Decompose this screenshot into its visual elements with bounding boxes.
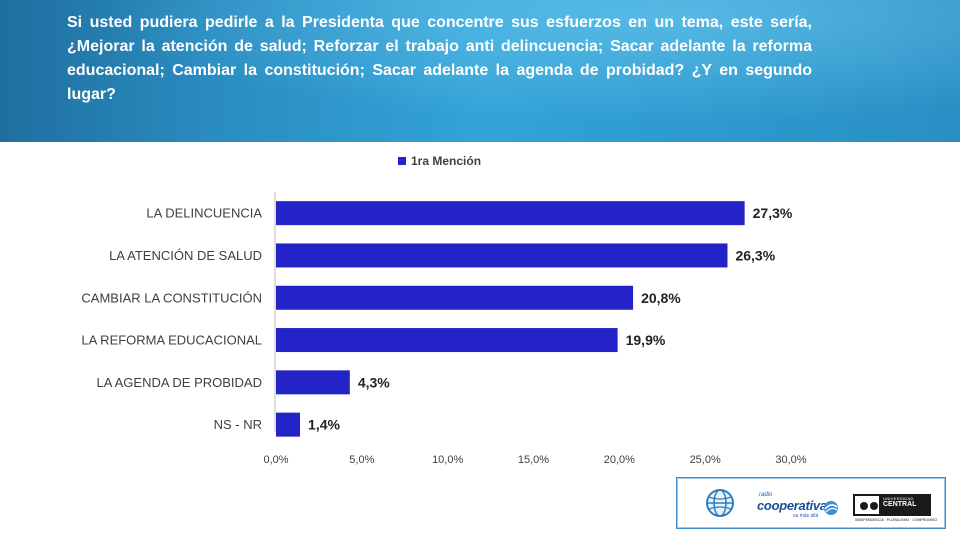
x-tick-label: 20,0% — [604, 454, 635, 466]
bar — [276, 285, 634, 310]
data-label: 1,4% — [308, 417, 340, 433]
bar-chart: 1ra Mención LA DELINCUENCIA LA ATENCIÓN D… — [81, 154, 806, 466]
radio-cooperativa-logo: radio cooperativa va más allá — [757, 490, 843, 520]
bar — [276, 243, 728, 268]
data-label: 27,3% — [753, 205, 793, 221]
ucen-line2: CENTRAL — [883, 501, 917, 508]
bar — [276, 201, 745, 226]
category-label: LA AGENDA DE PROBIDAD — [97, 375, 262, 390]
ucen-dot-icon — [860, 502, 868, 510]
x-tick-label: 25,0% — [690, 454, 721, 466]
header-banner: Si usted pudiera pedirle a la Presidenta… — [0, 0, 960, 142]
data-labels: 27,3% 26,3% 20,8% 19,9% 4,3% 1,4% — [308, 205, 793, 433]
ucen-dot-icon — [870, 502, 878, 510]
radio-name: cooperativa — [757, 498, 827, 513]
x-tick-label: 5,0% — [349, 454, 374, 466]
x-tick-label: 10,0% — [432, 454, 463, 466]
ucen-line1: UNIVERSIDAD — [883, 496, 914, 501]
category-label: LA REFORMA EDUCACIONAL — [81, 333, 262, 348]
ucen-motto: INDEPENDENCIA · PLURALISMO · COMPROMISO — [855, 518, 938, 522]
survey-question: Si usted pudiera pedirle a la Presidenta… — [67, 14, 812, 103]
x-tick-label: 30,0% — [775, 454, 806, 466]
x-axis-ticks: 0,0% 5,0% 10,0% 15,0% 20,0% 25,0% 30,0% — [263, 454, 806, 466]
bars — [276, 201, 745, 437]
bar — [276, 328, 618, 353]
category-label: LA ATENCIÓN DE SALUD — [109, 248, 262, 263]
globe-icon — [706, 489, 734, 517]
swirl-icon — [824, 501, 838, 515]
x-tick-label: 0,0% — [263, 454, 288, 466]
radio-tagline: va más allá — [793, 513, 819, 519]
category-label: NS - NR — [214, 417, 262, 432]
chart-legend: 1ra Mención — [398, 154, 481, 168]
ucen-emblem — [855, 496, 879, 514]
category-labels: LA DELINCUENCIA LA ATENCIÓN DE SALUD CAMBI… — [81, 206, 262, 433]
category-label: CAMBIAR LA CONSTITUCIÓN — [81, 290, 262, 305]
sponsor-logos: radio cooperativa va más allá UNIVERSIDA… — [676, 477, 946, 529]
bar — [276, 412, 301, 437]
data-label: 20,8% — [641, 290, 681, 306]
legend-label: 1ra Mención — [411, 154, 481, 168]
bar — [276, 370, 350, 395]
category-label: LA DELINCUENCIA — [146, 206, 262, 221]
radio-small-label: radio — [759, 492, 773, 498]
data-label: 4,3% — [358, 374, 390, 390]
header-glow — [0, 0, 960, 142]
legend-swatch — [398, 157, 406, 165]
data-label: 26,3% — [735, 247, 775, 263]
data-label: 19,9% — [626, 332, 666, 348]
x-tick-label: 15,0% — [518, 454, 549, 466]
universidad-central-logo: UNIVERSIDAD CENTRAL INDEPENDENCIA · PLUR… — [853, 494, 937, 522]
